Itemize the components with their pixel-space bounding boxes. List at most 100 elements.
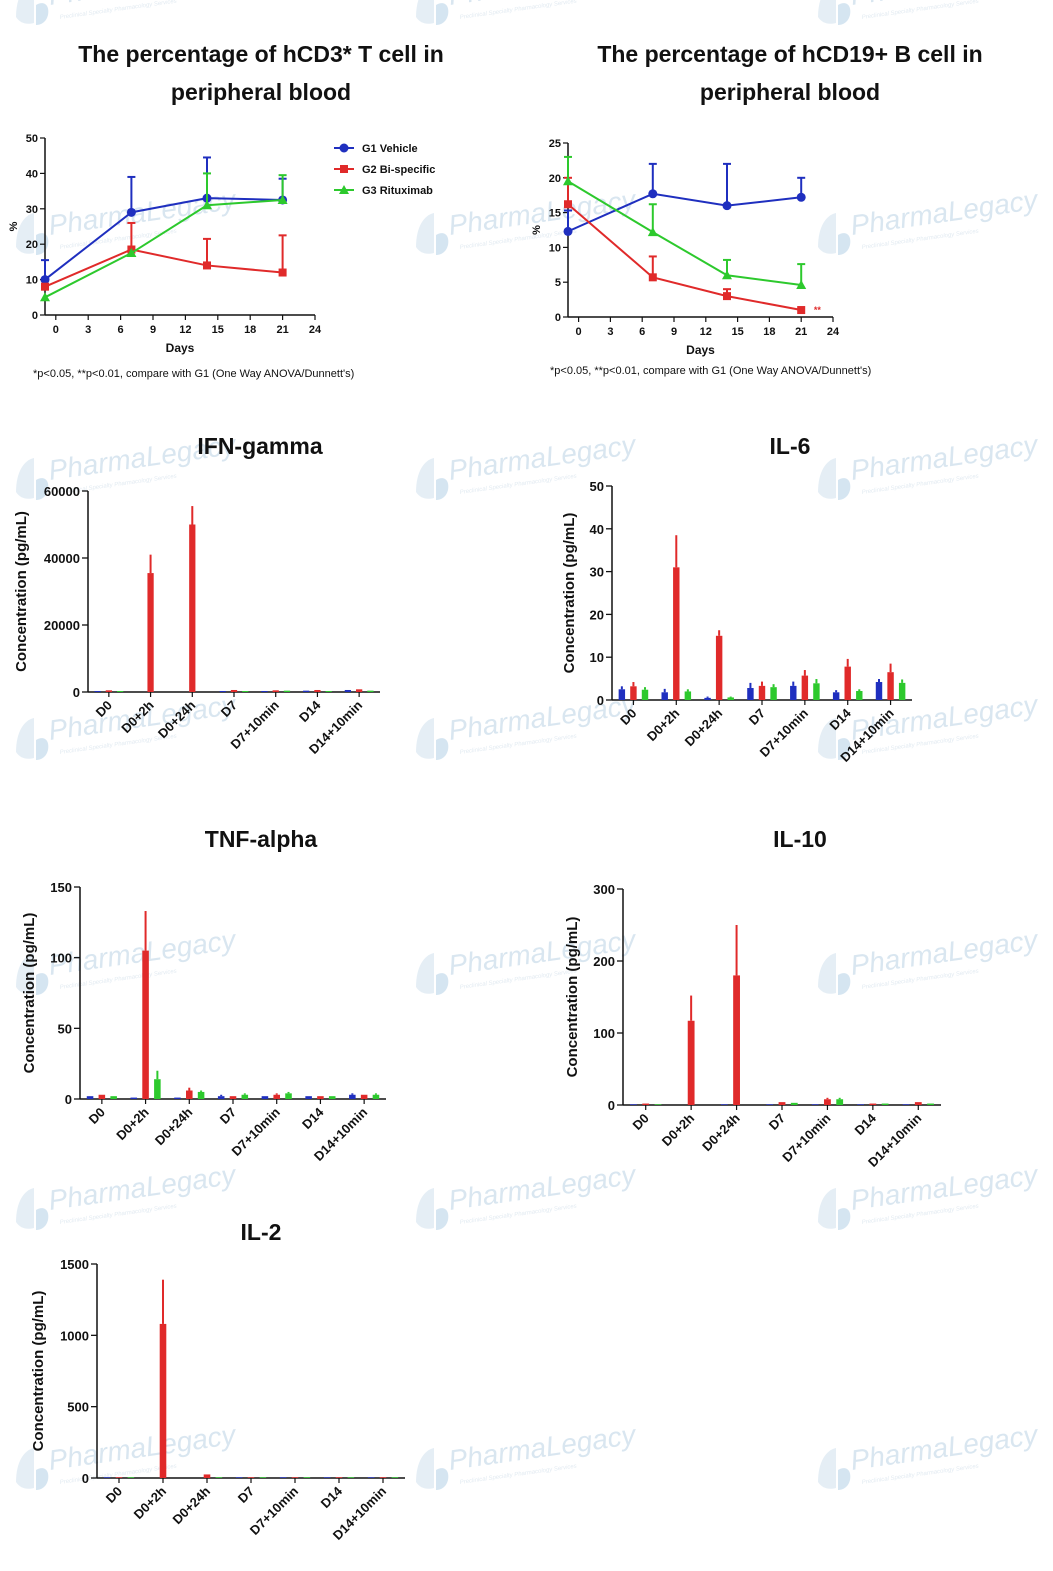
x-axis-label: Days: [686, 343, 715, 357]
x-tick-label: D14: [296, 697, 324, 725]
bar: [881, 1103, 889, 1105]
x-tick-label: D14: [299, 1104, 327, 1132]
bar: [824, 1099, 831, 1105]
data-point-square: [340, 165, 348, 173]
bar: [174, 1097, 181, 1099]
significance-note: *p<0.05, **p<0.01, compare with G1 (One …: [550, 365, 871, 377]
y-axis-label: Concentration (pg/mL): [561, 513, 578, 674]
data-point-circle: [722, 201, 732, 211]
series-line: [44, 248, 283, 288]
x-tick-label: D7: [235, 1484, 257, 1506]
bar: [147, 573, 154, 692]
data-point-triangle: [563, 176, 573, 186]
y-axis-label: Concentration (pg/mL): [30, 1291, 47, 1452]
data-point-circle: [648, 189, 658, 199]
bar: [317, 1096, 324, 1099]
bar: [328, 1096, 336, 1099]
watermark-logo-icon: [416, 1188, 434, 1229]
bar: [733, 975, 740, 1105]
data-point-square: [723, 292, 731, 301]
y-tick-label: 150: [50, 880, 72, 895]
bar: [303, 690, 310, 692]
x-tick-label: 6: [118, 324, 124, 336]
y-tick-label: 30: [590, 565, 604, 580]
y-tick-label: 50: [26, 133, 38, 145]
bar: [630, 1104, 637, 1105]
bar: [661, 692, 668, 700]
watermark-logo-icon: [838, 3, 851, 25]
bar: [186, 1090, 193, 1099]
chart-cd3-panel: The percentage of hCD3* T cell in periph…: [8, 41, 444, 380]
data-point-triangle: [339, 185, 349, 194]
x-tick-label: D0+24h: [682, 705, 726, 749]
x-tick-label: D14: [852, 1110, 880, 1138]
watermark-logo-icon: [16, 1188, 34, 1229]
chart-cd3-plot: G1 Vehicle G2 Bi-specific G3 Rituximab 0 10 2…: [8, 133, 435, 355]
legend-label: G2 Bi-specific: [362, 164, 435, 176]
data-point-circle: [796, 192, 806, 202]
watermark-logo-icon: [838, 1208, 851, 1230]
bar: [641, 689, 649, 700]
chart-title: IL-2: [241, 1219, 282, 1245]
bar: [720, 1104, 728, 1105]
watermark-logo-icon: [818, 213, 836, 254]
y-axis-label: Concentration (pg/mL): [21, 913, 38, 1074]
y-axis-label: %: [531, 225, 543, 235]
bar: [844, 666, 851, 700]
y-tick-label: 200: [593, 954, 615, 969]
bar: [261, 1096, 269, 1099]
bar: [391, 1477, 399, 1478]
watermark-logo-icon: [838, 478, 851, 500]
bar: [344, 689, 352, 692]
data-point-triangle: [722, 270, 732, 280]
x-tick-label: 9: [150, 324, 156, 336]
bar: [684, 691, 692, 700]
chart-title: IL-10: [773, 826, 827, 852]
watermark-logo-icon: [416, 458, 434, 499]
bar: [770, 687, 777, 700]
bar: [98, 1094, 106, 1099]
chart-title-line-1: The percentage of hCD19+ B cell in: [597, 41, 982, 67]
data-point-square: [797, 306, 806, 315]
chart-title-line-2: peripheral blood: [171, 79, 351, 105]
x-tick-label: 9: [671, 326, 677, 338]
bar: [654, 1104, 662, 1105]
bar: [103, 1477, 111, 1478]
y-tick-label: 0: [65, 1092, 72, 1107]
bar: [241, 1094, 249, 1099]
significance-note: *p<0.05, **p<0.01, compare with G1 (One …: [33, 368, 354, 380]
series-3: [40, 172, 288, 302]
bar: [130, 1097, 138, 1099]
x-tick-label: 0: [576, 326, 582, 338]
x-tick-label: 12: [179, 324, 191, 336]
bar: [115, 1477, 123, 1478]
watermark-logo-icon: [838, 233, 851, 255]
y-tick-label: 20: [590, 607, 604, 622]
series-2: [564, 176, 806, 315]
x-tick-label: D0: [86, 1105, 108, 1127]
y-tick-label: 40000: [44, 551, 80, 566]
data-point-square: [564, 200, 572, 209]
watermark-logo-icon: [416, 213, 434, 254]
y-tick-label: 20: [26, 239, 38, 251]
x-tick-label: 15: [731, 326, 743, 338]
bar: [778, 1102, 786, 1105]
y-tick-label: 20: [549, 173, 561, 185]
bar: [747, 688, 754, 700]
bar: [914, 1102, 922, 1105]
watermark-logo-icon: [436, 738, 449, 760]
data-point-square: [278, 268, 287, 277]
chart-cd19-panel: The percentage of hCD19+ B cell in perip…: [531, 41, 983, 377]
x-tick-label: D7: [746, 706, 768, 728]
y-tick-label: 10: [26, 275, 38, 287]
bar: [379, 1477, 387, 1478]
watermark-logo-icon: [838, 973, 851, 995]
